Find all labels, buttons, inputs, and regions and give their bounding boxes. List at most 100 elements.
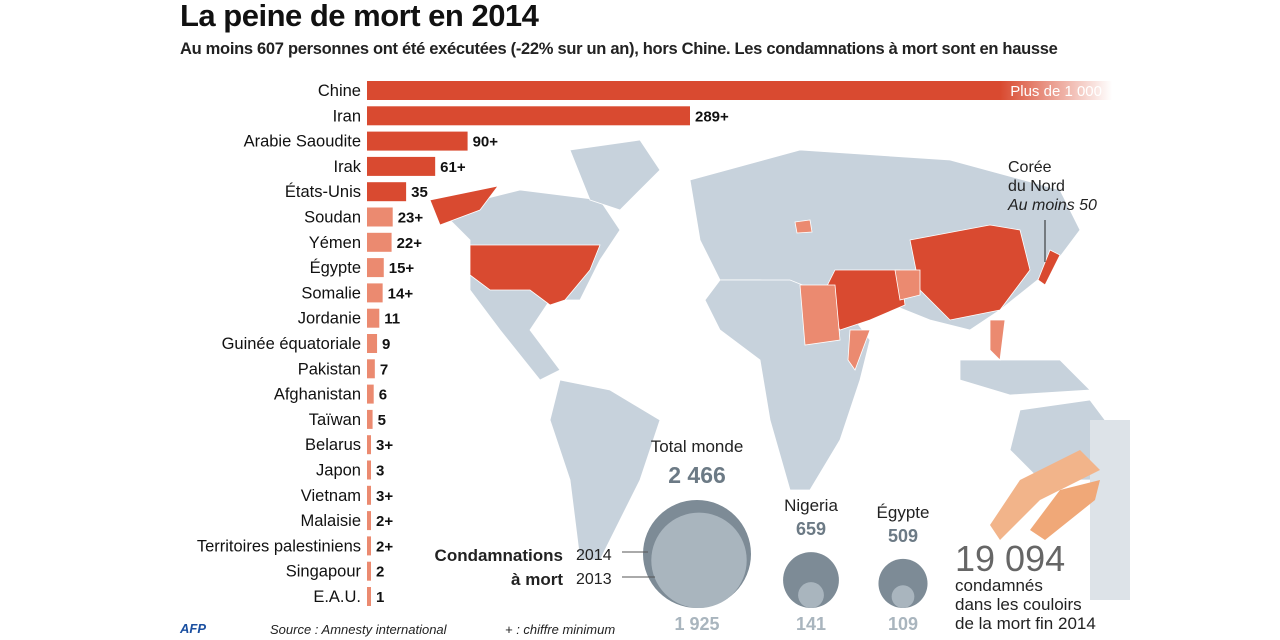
bubble-name: Total monde (650, 437, 744, 456)
category-label: Taïwan (309, 411, 361, 429)
category-label: Malaisie (300, 512, 361, 530)
bubble-2014 (878, 558, 928, 608)
category-label: Somalie (301, 284, 361, 302)
value-2013: 109 (887, 614, 919, 634)
annotation-value: Au moins 50 (1008, 197, 1097, 214)
data-label: 2+ (376, 538, 393, 555)
data-label: 3+ (376, 488, 393, 505)
hands-illustration (990, 420, 1130, 600)
source-text: Source : Amnesty international (270, 622, 447, 637)
map-afghanistan (894, 269, 921, 301)
category-label: Belarus (305, 436, 361, 454)
category-label: Soudan (304, 209, 361, 227)
afp-logo: AFP (180, 621, 206, 636)
annotation-north-korea: Corée du Nord Au moins 50 (1008, 158, 1097, 215)
category-label: Irak (333, 158, 361, 176)
data-label: 289+ (695, 108, 729, 125)
death-row-number: 19 094 (955, 538, 1066, 579)
bubble-name: Égypte (876, 502, 930, 522)
bar (367, 536, 371, 556)
data-label: 3+ (376, 437, 393, 454)
value-2013: 1 925 (674, 614, 720, 634)
data-label: 2 (376, 564, 384, 581)
bar (367, 460, 371, 480)
value-2014: 659 (795, 519, 827, 540)
category-label: Pakistan (298, 360, 361, 378)
category-label: Arabie Saoudite (244, 133, 361, 151)
data-label: 2+ (376, 513, 393, 530)
bar (367, 485, 371, 505)
map-japan (1037, 249, 1061, 286)
data-label: 90+ (473, 134, 499, 151)
bar (367, 283, 383, 303)
sentences-label-line2: à mort (511, 570, 563, 589)
data-label: 11 (384, 311, 400, 328)
category-label: Guinée équatoriale (222, 335, 361, 353)
data-label: 1 (376, 589, 384, 606)
category-label: Égypte (310, 258, 361, 277)
category-label: Iran (333, 107, 361, 125)
bar (367, 81, 1112, 100)
data-label: 14+ (388, 285, 414, 302)
bar (367, 308, 380, 328)
bubble-2013 (891, 585, 915, 609)
bar (367, 409, 373, 429)
category-label: E.A.U. (313, 588, 361, 606)
data-label: 15+ (389, 260, 415, 277)
map-sudan-egypt (799, 284, 841, 346)
map-indonesia (959, 359, 1091, 396)
data-label: 9 (382, 336, 390, 353)
category-label: Territoires palestiniens (197, 537, 361, 555)
death-row-line2: dans les couloirs (955, 595, 1082, 614)
data-label: 61+ (440, 159, 466, 176)
bar (367, 435, 371, 455)
map-greenland (569, 139, 661, 211)
bar (367, 359, 375, 379)
category-label: Jordanie (298, 310, 361, 328)
footnote: + : chiffre minimum (505, 622, 616, 637)
bar (367, 207, 393, 227)
bar (367, 384, 374, 404)
data-label: Plus de 1 000 (1010, 83, 1102, 100)
category-label: Afghanistan (274, 386, 361, 404)
chart-title: La peine de mort en 2014 (180, 0, 539, 33)
map-somalia (847, 329, 871, 371)
year-2013: 2013 (576, 571, 612, 588)
bar (367, 561, 371, 581)
bar (367, 511, 371, 531)
bubble-2014 (783, 552, 839, 608)
value-2014: 509 (887, 525, 919, 546)
map-usa (469, 244, 601, 306)
data-label: 5 (378, 412, 386, 429)
bubble-2013 (651, 512, 747, 609)
death-row-line1: condamnés (955, 576, 1043, 595)
data-label: 35 (411, 184, 428, 201)
annotation-line1: Corée (1008, 159, 1052, 176)
bar (367, 106, 690, 126)
bubble-2013 (798, 582, 824, 608)
bar (367, 258, 384, 278)
bubble-name: Nigeria (784, 496, 838, 516)
bar (367, 587, 371, 606)
data-label: 22+ (397, 235, 423, 252)
data-label: 3 (376, 463, 384, 480)
bar (367, 182, 407, 202)
category-label: Singapour (286, 563, 362, 581)
category-label: États-Unis (285, 182, 361, 201)
map-south-america (549, 379, 661, 561)
sentences-label: Condamnations à mort (421, 544, 563, 592)
data-label: 6 (379, 387, 387, 404)
bar (367, 232, 392, 252)
category-label: Chine (318, 82, 361, 100)
map-alaska (429, 185, 499, 226)
value-2013: 141 (795, 614, 827, 634)
value-2014: 2 466 (668, 462, 726, 488)
map-se-asia (989, 319, 1006, 361)
bar (367, 131, 468, 151)
bar (367, 156, 436, 176)
data-label: 23+ (398, 210, 424, 227)
category-label: Japon (316, 462, 361, 480)
sentences-label-line1: Condamnations (434, 546, 563, 565)
chart-subtitle: Au moins 607 personnes ont été exécutées… (180, 40, 1058, 58)
